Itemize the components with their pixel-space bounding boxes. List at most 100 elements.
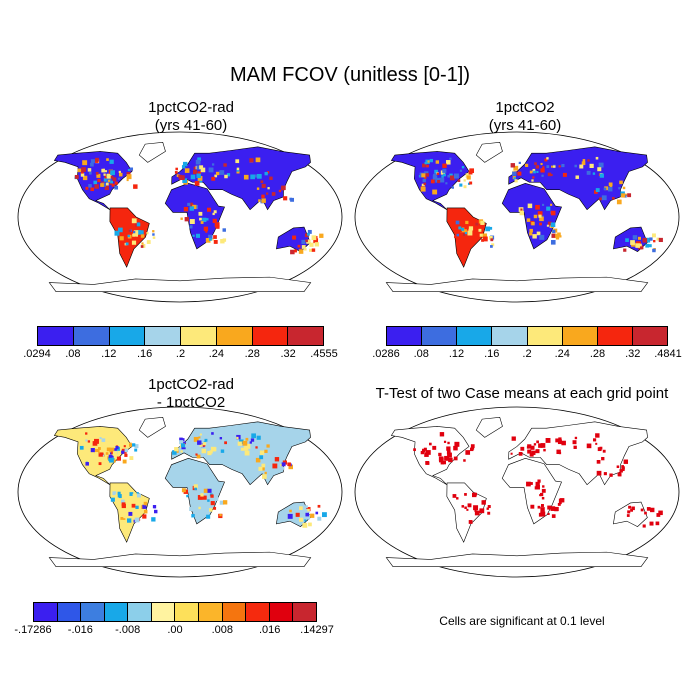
grid-cell [530,504,535,509]
grid-cell [207,488,212,493]
grid-cell [305,515,310,520]
grid-cell [599,446,603,450]
continent-greenland [475,141,503,163]
grid-cell [92,441,98,446]
colorbar-swatch [252,327,289,345]
grid-cell [259,455,264,460]
grid-cell [541,496,545,500]
continent-africa [164,182,225,250]
panel-title-line1: 1pctCO2-rad [148,376,234,393]
colorbar-swatch [422,327,458,345]
colorbar-swatch [181,327,217,345]
grid-cell [106,447,111,452]
grid-cell [574,164,577,168]
colorbar-swatch [288,327,323,345]
grid-cell [453,235,457,239]
grid-cell [466,175,471,180]
grid-cell [206,207,212,212]
grid-cell [449,173,453,178]
grid-cell [470,444,475,448]
colorbar-swatch [34,603,58,621]
grid-cell [200,221,204,224]
grid-cell [609,473,613,477]
grid-cell [85,439,88,442]
grid-cell [539,216,544,222]
grid-cell [645,243,650,248]
grid-cell [182,161,188,167]
grid-cell [105,182,109,186]
grid-cell [619,180,623,185]
grid-cell [207,499,210,502]
grid-cell [243,446,249,451]
grid-cell [449,157,452,160]
grid-cell [486,507,489,510]
grid-cell [103,177,108,182]
grid-cell [154,509,158,514]
grid-cell [249,441,252,444]
grid-cell [139,230,144,235]
grid-cell [213,210,217,214]
grid-cell [512,171,517,176]
grid-cell [184,444,188,448]
grid-cell [309,242,314,247]
grid-cell [192,204,197,210]
grid-cell [305,512,310,517]
grid-cell [595,433,600,438]
grid-cell [243,174,249,180]
grid-cell [552,229,556,234]
grid-cell [468,226,474,231]
grid-cell [517,171,522,176]
grid-cell [425,173,429,177]
grid-cell [196,454,201,459]
grid-cell [287,462,291,467]
grid-cell [656,237,660,241]
grid-cell [98,462,102,466]
grid-cell [129,492,134,496]
grid-cell [458,226,462,230]
grid-cell [95,171,99,175]
grid-cell [475,222,479,226]
grid-cell [110,455,114,458]
grid-cell [189,225,193,229]
continent-greenland [138,416,166,438]
continent-eurasia [508,421,648,486]
grid-cell [490,245,493,248]
colorbar-swatch [246,603,270,621]
grid-cell [103,173,106,176]
grid-cell [82,175,88,181]
grid-cell [192,169,198,175]
grid-cell [206,514,211,519]
grid-cell [93,180,98,185]
grid-cell [542,485,545,488]
grid-cell [535,481,540,487]
map-ttest [354,406,680,578]
grid-cell [87,440,91,443]
grid-cell [652,248,656,253]
grid-cell [555,438,560,443]
grid-cell [196,447,201,453]
grid-cell [180,217,183,220]
grid-cell [260,180,264,184]
grid-cell [202,495,207,500]
grid-cell [299,517,304,522]
colorbar-tick-label: .28 [244,348,260,360]
grid-cell [219,437,223,440]
panel-title-1pctco2-rad: 1pctCO2-rad (yrs 41-60) [36,99,346,135]
grid-cell [212,218,217,224]
grid-cell [116,456,121,461]
grid-cell [211,176,216,181]
grid-cell [539,494,542,497]
grid-cell [95,157,99,162]
grid-cell [124,453,128,457]
grid-cell [430,179,435,184]
grid-cell [550,173,553,177]
grid-cell [90,162,94,167]
grid-cell [479,508,485,514]
main-title: MAM FCOV (unitless [0-1]) [229,64,471,86]
grid-cell [449,175,455,181]
grid-cell [261,198,266,203]
grid-cell [180,450,183,453]
grid-cell [427,160,430,163]
grid-cell [559,235,562,238]
grid-cell [200,493,204,497]
